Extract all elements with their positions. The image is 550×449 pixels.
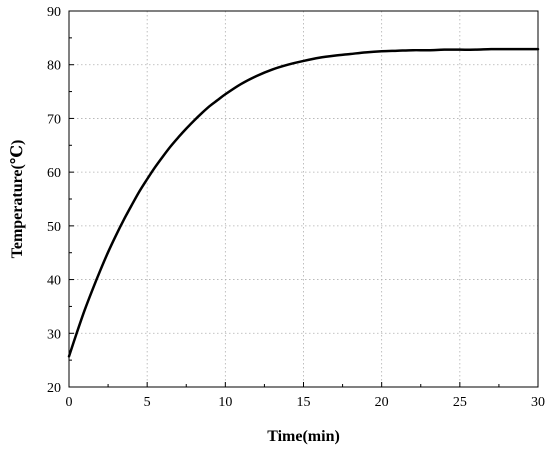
- y-tick-label: 20: [47, 381, 61, 396]
- x-axis-title: Time(min): [267, 428, 340, 445]
- y-tick-label: 30: [47, 327, 61, 342]
- series-line: [67, 47, 540, 358]
- x-tick-label: 5: [144, 395, 151, 410]
- x-tick-label: 20: [375, 395, 389, 410]
- x-tick-label: 30: [531, 395, 545, 410]
- y-tick-label: 80: [47, 59, 61, 74]
- grid-lines: [69, 11, 538, 387]
- y-tick-labels: 20 30 40 50 60 70 80 90: [47, 5, 61, 396]
- plot-frame: [68, 10, 539, 388]
- x-tick-label: 10: [218, 395, 232, 410]
- y-tick-label: 70: [47, 112, 61, 127]
- y-tick-label: 40: [47, 274, 61, 289]
- y-tick-label: 60: [47, 166, 61, 181]
- y-tick-label: 50: [47, 220, 61, 235]
- x-tick-label: 15: [297, 395, 311, 410]
- x-tick-label: 25: [453, 395, 467, 410]
- x-tick-labels: 0 5 10 15 20 25 30: [66, 395, 546, 410]
- y-tick-label: 90: [47, 5, 61, 20]
- x-tick-label: 0: [66, 395, 73, 410]
- y-axis-title: Temperature(℃): [9, 140, 26, 259]
